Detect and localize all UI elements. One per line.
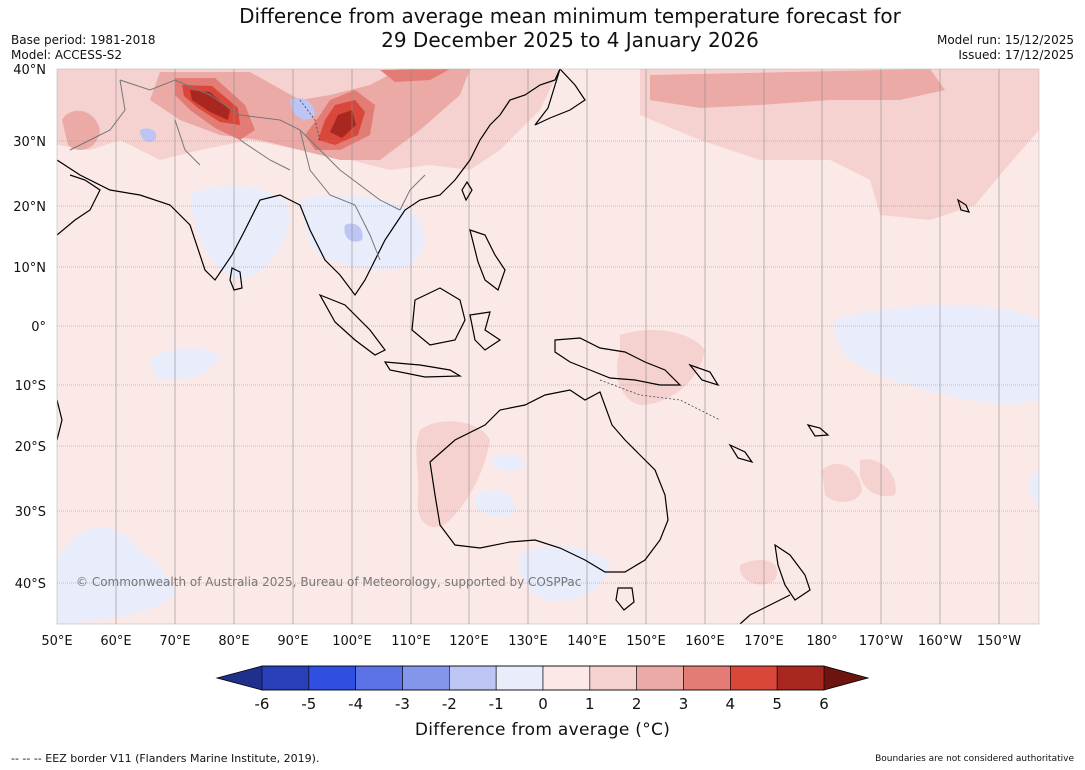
colorbar-cell <box>589 665 637 691</box>
sulawesi-coast <box>469 311 502 351</box>
lon-label: 100°E <box>332 634 372 649</box>
lat-label: 20°N <box>13 200 46 215</box>
asia-coast <box>57 69 561 297</box>
japan-coast <box>534 69 586 126</box>
lat-label: 30°S <box>15 505 46 520</box>
lat-label: 10°N <box>13 261 46 276</box>
graticule <box>57 69 1039 624</box>
eez-borders <box>299 99 721 421</box>
lon-label: 120°E <box>449 634 489 649</box>
title-line-1: Difference from average mean minimum tem… <box>239 4 901 28</box>
colorbar-tick-label: -2 <box>442 695 457 713</box>
lon-label: 160°E <box>685 634 725 649</box>
model-info: Base period: 1981-2018 Model: ACCESS-S2 <box>11 33 156 63</box>
lon-label: 150°E <box>626 634 666 649</box>
lat-label: 20°S <box>15 440 46 455</box>
lon-label: 110°E <box>391 634 431 649</box>
map-frame <box>56 68 1040 625</box>
sumatra-coast <box>318 293 386 356</box>
country-borders <box>69 79 426 261</box>
colorbar-extend-high <box>824 666 868 690</box>
australia-coast <box>429 389 669 573</box>
colorbar-cell <box>730 665 778 691</box>
title-line-2: 29 December 2025 to 4 January 2026 <box>381 28 759 52</box>
colorbar-extend-low <box>217 666 262 690</box>
run-info: Model run: 15/12/2025 Issued: 17/12/2025 <box>937 33 1074 63</box>
eez-note: -- -- -- EEZ border V11 (Flanders Marine… <box>11 752 320 765</box>
anomaly-field <box>57 69 1039 624</box>
coastlines <box>57 69 971 624</box>
colorbar-cell <box>683 665 731 691</box>
base-period: Base period: 1981-2018 <box>11 33 156 47</box>
colorbar-cell <box>495 665 544 691</box>
lon-label: 170°E <box>744 634 784 649</box>
colorbar-tick-label: 6 <box>819 695 829 713</box>
boundaries-note: Boundaries are not considered authoritat… <box>875 754 1074 764</box>
page-title: Difference from average mean minimum tem… <box>0 4 1085 52</box>
colorbar-tick-label: -4 <box>348 695 363 713</box>
colorbar-tick-label: 0 <box>538 695 548 713</box>
colorbar-tick-label: -3 <box>395 695 410 713</box>
taiwan-coast <box>461 180 473 202</box>
lat-label: 30°N <box>13 135 46 150</box>
colorbar-tick-label: 1 <box>585 695 595 713</box>
java-coast <box>383 361 463 378</box>
colorbar-tick-label: -5 <box>301 695 316 713</box>
new-zealand-coast <box>774 543 811 601</box>
colorbar-tick-label: 4 <box>726 695 736 713</box>
lon-label: 160°W <box>918 634 962 649</box>
colorbar-cell <box>402 665 450 691</box>
borneo-coast <box>411 287 466 346</box>
lat-label: 40°N <box>13 63 46 78</box>
colorbar-cell <box>355 665 403 691</box>
colorbar-tick-label: 3 <box>679 695 689 713</box>
colorbar-cell <box>776 665 825 691</box>
philippines-coast <box>469 229 506 291</box>
lon-label: 180° <box>806 634 837 649</box>
colorbar-tick-label: 5 <box>772 695 782 713</box>
lat-label: 0° <box>31 320 46 335</box>
colorbar-outline <box>215 665 870 691</box>
lon-label: 70°E <box>159 634 190 649</box>
model-run: Model run: 15/12/2025 <box>936 33 1074 47</box>
colorbar-label: Difference from average (°C) <box>414 720 671 740</box>
lon-label: 90°E <box>277 634 308 649</box>
lon-label: 80°E <box>218 634 249 649</box>
colorbar-tick-label: 2 <box>632 695 642 713</box>
lon-label: 50°E <box>41 634 72 649</box>
lon-label: 150°W <box>977 634 1021 649</box>
lat-label: 40°S <box>15 577 46 592</box>
lon-label: 170°W <box>859 634 903 649</box>
issued-date: Issued: 17/12/2025 <box>958 48 1074 62</box>
colorbar-cell <box>449 665 497 691</box>
colorbar-tick-label: -1 <box>489 695 504 713</box>
model-name: Model: ACCESS-S2 <box>11 48 123 62</box>
sri-lanka-coast <box>229 267 243 291</box>
colorbar-cell <box>636 665 684 691</box>
colorbar-tick-label: -6 <box>255 695 270 713</box>
colorbar-cell <box>542 665 591 691</box>
colorbar-cell <box>308 665 356 691</box>
new-guinea-coast <box>554 337 682 386</box>
tasmania-coast <box>615 587 635 611</box>
colorbar: -6 -5 -4 -3 -2 -1 0 1 2 3 4 5 6 <box>215 665 870 713</box>
copyright-text: © Commonwealth of Australia 2025, Bureau… <box>76 575 581 589</box>
lat-label: 10°S <box>15 379 46 394</box>
colorbar-cell <box>261 665 310 691</box>
lon-label: 60°E <box>100 634 131 649</box>
lon-label: 130°E <box>508 634 548 649</box>
lon-label: 140°E <box>567 634 607 649</box>
